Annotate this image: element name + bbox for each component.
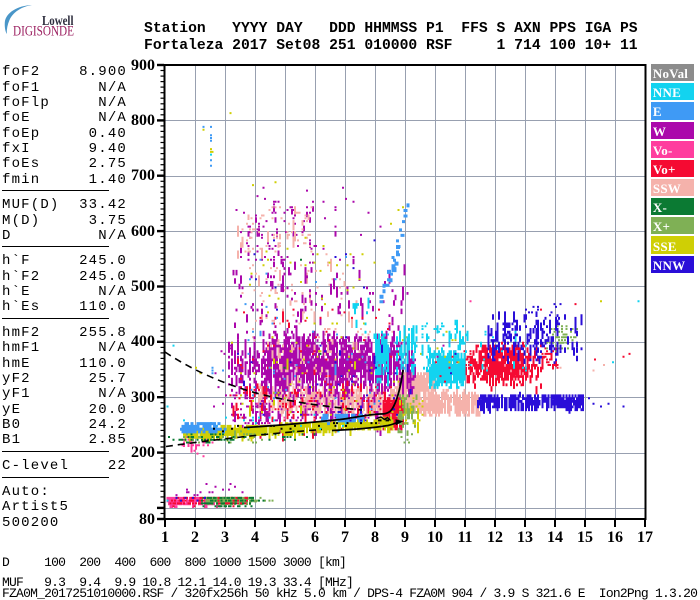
svg-text:DIGISONDE: DIGISONDE bbox=[13, 23, 74, 39]
svg-text:Lowell: Lowell bbox=[42, 14, 74, 29]
